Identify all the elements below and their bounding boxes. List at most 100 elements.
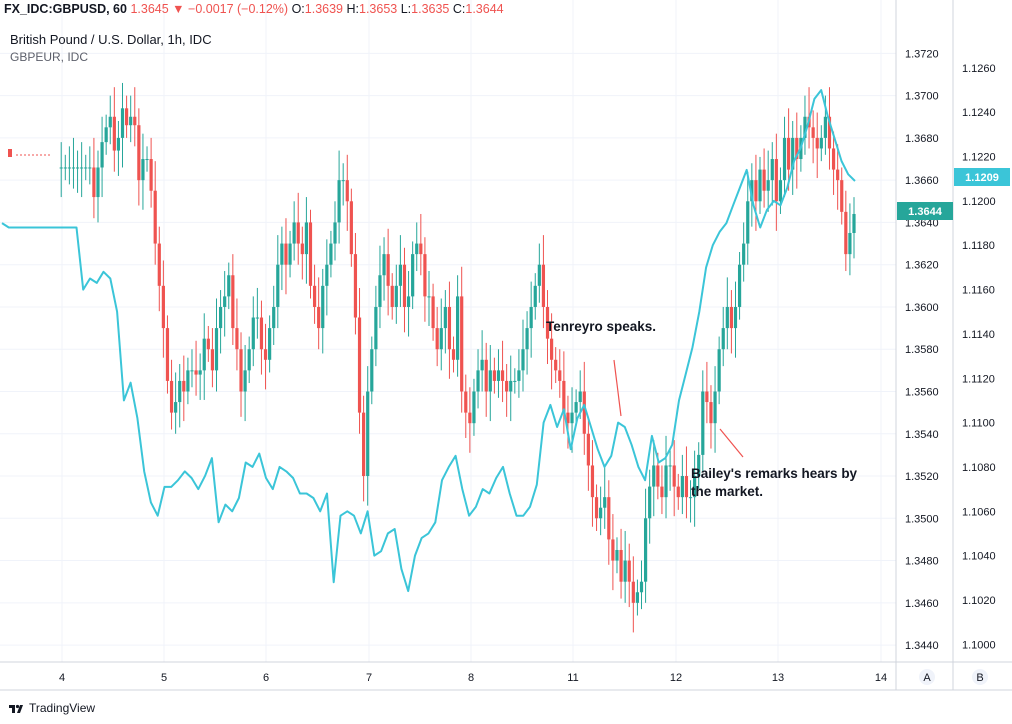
candle-body bbox=[778, 180, 783, 202]
candle-body bbox=[153, 190, 157, 244]
candle-body bbox=[362, 412, 366, 477]
candle-body bbox=[803, 116, 807, 138]
scale-a-label: A bbox=[923, 672, 931, 684]
last-price: 1.3645 bbox=[130, 2, 169, 16]
candle-body bbox=[819, 137, 823, 149]
candle-body bbox=[157, 243, 161, 286]
candle-body bbox=[296, 222, 300, 244]
candle-body bbox=[643, 518, 648, 582]
candle-body bbox=[541, 264, 546, 307]
candle-body bbox=[206, 338, 210, 350]
candle-body bbox=[443, 306, 447, 329]
candle-body bbox=[129, 116, 133, 126]
candle-body bbox=[357, 317, 362, 413]
candle-body bbox=[836, 169, 840, 181]
candle-body bbox=[239, 349, 243, 392]
candle-body bbox=[599, 507, 603, 519]
candle-body bbox=[398, 264, 402, 286]
candle-body bbox=[161, 285, 165, 329]
candle-body bbox=[631, 581, 635, 603]
right-axis-tick-label: 1.1000 bbox=[962, 639, 996, 651]
left-axis-tick-label: 1.3500 bbox=[905, 513, 939, 525]
candle-body bbox=[648, 486, 652, 519]
candle-body bbox=[582, 391, 586, 434]
candle-body bbox=[435, 328, 439, 350]
candle-body bbox=[492, 370, 496, 381]
candle-body bbox=[795, 137, 799, 160]
gbpeur-compare-line bbox=[1, 89, 856, 593]
candle-body bbox=[594, 497, 599, 519]
prev-session-bg bbox=[0, 148, 14, 158]
candle-body bbox=[394, 285, 398, 307]
candle-body bbox=[353, 254, 358, 318]
candle-body bbox=[468, 412, 472, 424]
candle-body bbox=[742, 243, 746, 265]
candle-body bbox=[823, 116, 827, 138]
candle-body bbox=[108, 116, 112, 128]
left-axis-tick-label: 1.3640 bbox=[905, 217, 939, 229]
candle-body bbox=[656, 465, 660, 487]
candle-body bbox=[456, 296, 460, 360]
left-axis-tick-label: 1.3720 bbox=[905, 48, 939, 60]
change-arrow-icon: ▼ bbox=[172, 2, 185, 16]
last-price-badge-gbpusd: 1.3644 bbox=[897, 202, 953, 220]
open-value: 1.3639 bbox=[304, 2, 344, 16]
candle-body bbox=[603, 497, 607, 508]
candle-body bbox=[505, 380, 509, 392]
candle-body bbox=[247, 349, 251, 371]
candle-body bbox=[202, 338, 206, 371]
left-axis-tick-label: 1.3680 bbox=[905, 133, 939, 145]
candle-body bbox=[390, 285, 394, 307]
left-axis-tick-label: 1.3620 bbox=[905, 260, 939, 272]
candle-body bbox=[386, 254, 390, 286]
left-axis-tick-label: 1.3600 bbox=[905, 302, 939, 314]
footer-brand[interactable]: TradingView bbox=[8, 700, 95, 716]
compare-symbol-title: GBPEUR, IDC bbox=[10, 50, 89, 64]
time-axis-tick-label: 14 bbox=[875, 672, 887, 684]
prev-session-candle bbox=[8, 149, 12, 157]
right-axis-tick-label: 1.1180 bbox=[962, 240, 995, 252]
scale-a-button[interactable]: A bbox=[919, 669, 935, 685]
candle-body bbox=[255, 317, 259, 319]
candle-body bbox=[848, 232, 852, 255]
candle-body bbox=[791, 137, 795, 170]
candle-body bbox=[529, 306, 533, 329]
candle-body bbox=[288, 243, 292, 265]
symbol-label[interactable]: FX_IDC:GBPUSD, 60 bbox=[4, 2, 127, 16]
candle-body bbox=[198, 370, 202, 375]
candle-body bbox=[133, 116, 137, 126]
candle-body bbox=[218, 306, 223, 329]
candle-body bbox=[766, 180, 770, 191]
candle-body bbox=[513, 380, 517, 382]
candle-body bbox=[652, 465, 656, 487]
candle-body bbox=[533, 285, 537, 307]
candle-body bbox=[382, 254, 386, 276]
candle-body bbox=[145, 159, 149, 161]
left-axis-tick-label: 1.3440 bbox=[905, 640, 939, 652]
candle-body bbox=[472, 391, 476, 424]
candle-body bbox=[337, 180, 341, 223]
left-axis-tick-label: 1.3700 bbox=[905, 91, 939, 103]
scale-b-button[interactable]: B bbox=[972, 669, 988, 685]
candle-body bbox=[574, 402, 578, 413]
candle-body bbox=[558, 370, 562, 381]
candle-body bbox=[570, 412, 574, 424]
candle-body bbox=[545, 306, 550, 339]
left-axis-ticks: 1.3720 1.3700 1.3680 1.3660 1.3640 1.3620 1.36… bbox=[905, 48, 939, 652]
tradingview-logo-icon bbox=[9, 704, 23, 713]
annotation-bailey-line2: the market. bbox=[691, 484, 763, 499]
candle-body bbox=[611, 539, 615, 561]
candle-body bbox=[635, 592, 640, 603]
candle-body bbox=[345, 180, 349, 202]
candle-body bbox=[284, 243, 288, 265]
candle-body bbox=[697, 454, 701, 477]
high-value: 1.3653 bbox=[359, 2, 398, 16]
candle-body bbox=[717, 349, 721, 392]
tenreyro-arrow bbox=[613, 359, 622, 417]
candle-body bbox=[349, 201, 353, 255]
candle-body bbox=[517, 370, 521, 381]
candle-body bbox=[251, 317, 255, 350]
low-label: L: bbox=[400, 2, 412, 16]
right-axis-tick-label: 1.1120 bbox=[962, 373, 995, 385]
